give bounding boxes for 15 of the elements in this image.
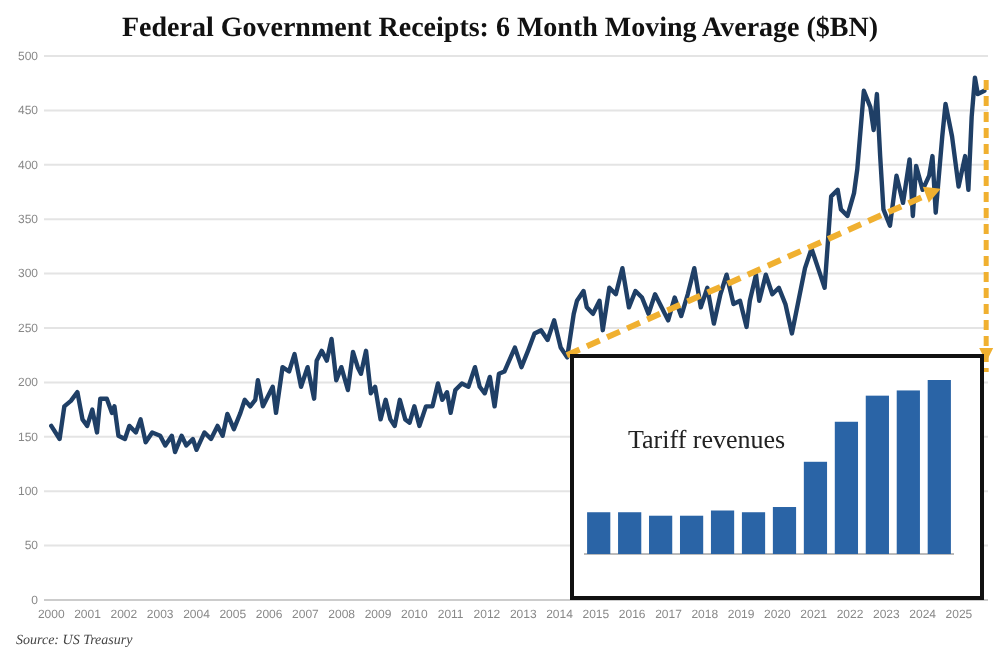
bar: [896, 390, 920, 554]
chart-title: Federal Government Receipts: 6 Month Moving Average ($BN): [121, 14, 879, 44]
bar: [803, 461, 828, 554]
text: Tariff revenues: [628, 424, 786, 454]
line-series: [49, 75, 987, 455]
bar: [710, 510, 735, 554]
bar: [927, 380, 951, 554]
bar: [865, 395, 889, 554]
bar: [741, 512, 766, 554]
bar: [772, 507, 797, 554]
bar: [834, 421, 859, 554]
bar: [649, 515, 673, 554]
bar: [679, 515, 704, 554]
bar: [587, 512, 611, 554]
bar: [618, 512, 642, 554]
